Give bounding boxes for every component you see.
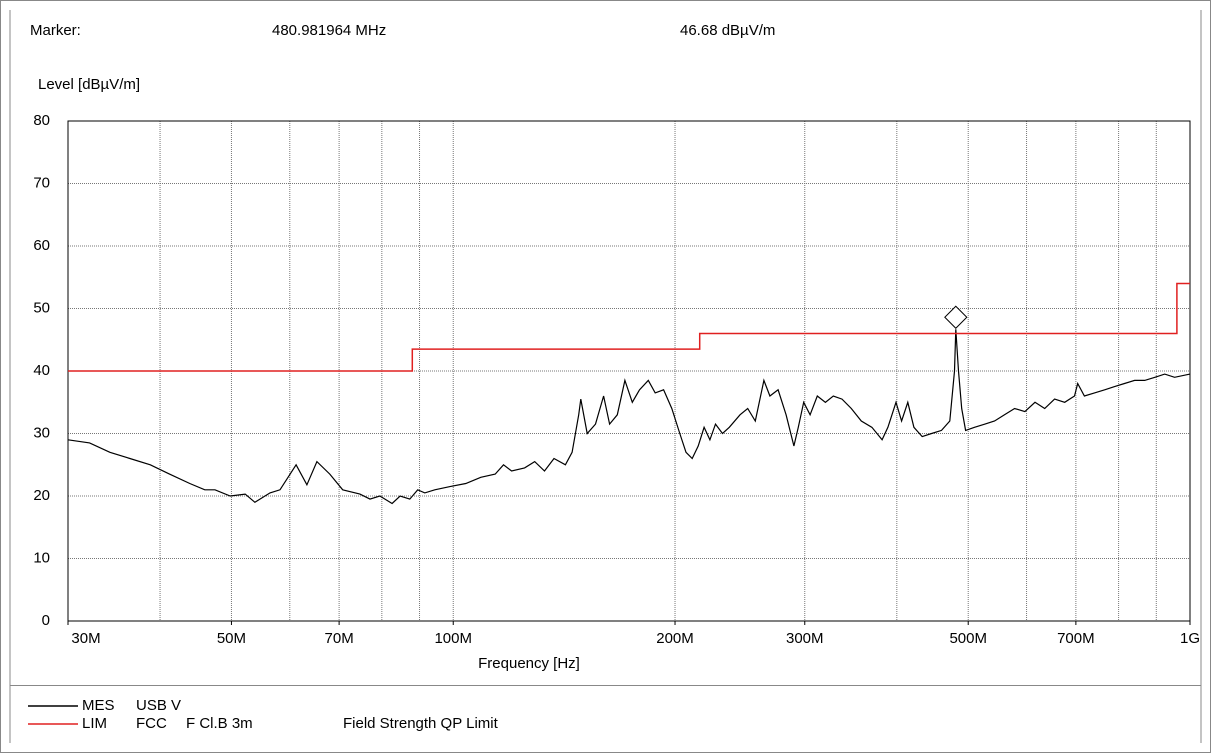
x-tick-label: 700M	[1057, 630, 1095, 647]
x-tick-label: 30M	[71, 630, 100, 647]
legend-name: LIM	[82, 715, 107, 732]
x-tick-label: 300M	[786, 630, 824, 647]
x-tick-label: 500M	[949, 630, 987, 647]
marker-level: 46.68 dBµV/m	[680, 22, 775, 39]
y-tick-label: 40	[33, 362, 50, 379]
x-tick-label: 100M	[434, 630, 472, 647]
legend-detail: F Cl.B 3m	[186, 715, 253, 732]
y-axis-label: Level [dBµV/m]	[38, 76, 140, 93]
y-tick-label: 70	[33, 174, 50, 191]
y-tick-label: 20	[33, 487, 50, 504]
marker-frequency: 480.981964 MHz	[272, 22, 386, 39]
legend-name: MES	[82, 697, 115, 714]
y-tick-label: 80	[33, 112, 50, 129]
marker-label: Marker:	[30, 22, 81, 39]
marker-diamond	[944, 305, 968, 329]
y-tick-label: 30	[33, 424, 50, 441]
x-tick-label: 1G	[1180, 630, 1200, 647]
y-tick-label: 10	[33, 549, 50, 566]
y-tick-label: 60	[33, 237, 50, 254]
series-line	[68, 282, 1190, 372]
y-tick-label: 0	[42, 612, 50, 629]
x-axis-label: Frequency [Hz]	[478, 655, 580, 672]
x-tick-label: 70M	[325, 630, 354, 647]
x-tick-label: 50M	[217, 630, 246, 647]
legend-detail: USB V	[136, 697, 181, 714]
legend-detail: FCC	[136, 715, 167, 732]
x-tick-label: 200M	[656, 630, 694, 647]
legend-detail: Field Strength QP Limit	[343, 715, 499, 732]
y-tick-label: 50	[33, 299, 50, 316]
series-line	[67, 329, 1191, 505]
